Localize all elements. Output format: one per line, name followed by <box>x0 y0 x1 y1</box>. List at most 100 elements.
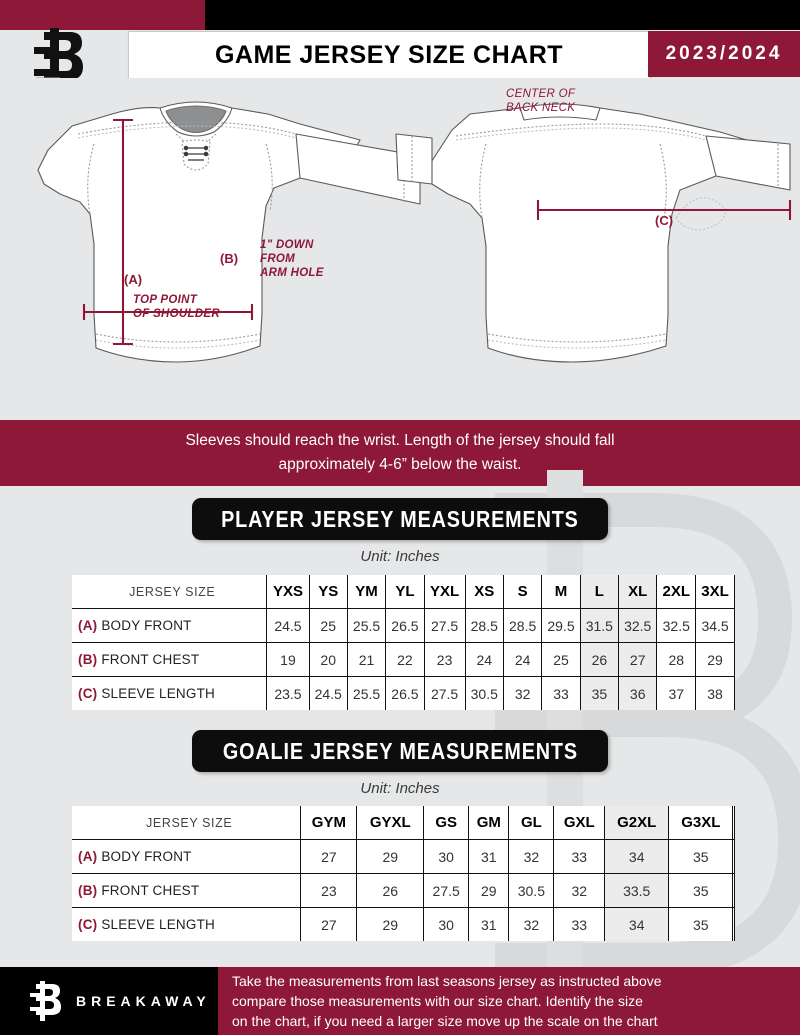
page-title-plate: GAME JERSEY SIZE CHART <box>128 31 650 79</box>
measurement-label-text: FRONT CHEST <box>101 652 200 667</box>
size-column-g2xl: G2XL <box>604 806 670 840</box>
measurement-cell: 35 <box>668 873 734 908</box>
back-neck-note-line1: CENTER OF <box>506 88 576 100</box>
front-tag-a-note-line1: TOP POINT <box>133 294 198 306</box>
size-column-3xl: 3XL <box>695 575 735 609</box>
measurement-cell: 38 <box>695 676 735 710</box>
measurement-cell: 23.5 <box>266 676 310 710</box>
measurement-cell: 27.5 <box>423 608 466 643</box>
size-column-xl: XL <box>618 575 658 609</box>
goalie-measurements-table: JERSEY SIZE GYM GYXL GS GM GL GXL G2XL G3XL (A) BO… <box>72 806 735 941</box>
measurement-marker: (B) <box>78 883 98 898</box>
measurement-cell: 31 <box>468 907 510 941</box>
jersey-back-drawing <box>395 103 791 363</box>
measurement-cell: 25.5 <box>346 676 387 710</box>
measurement-cell: 31 <box>468 839 510 874</box>
measurement-cell: 33 <box>553 907 606 941</box>
size-column-gm: GM <box>468 806 510 840</box>
measurement-cell: 35 <box>668 907 734 941</box>
measurement-cell: 25.5 <box>346 608 387 643</box>
footer-brand-name: BREAKAWAY <box>76 993 211 1009</box>
measurement-cell: 32 <box>508 839 555 874</box>
measurement-cell: 24.5 <box>308 676 348 710</box>
measurement-marker: (C) <box>78 917 98 932</box>
jersey-size-header: JERSEY SIZE <box>72 575 268 609</box>
back-neck-note-line2: BACK NECK <box>506 102 576 114</box>
size-column-2xl: 2XL <box>656 575 697 609</box>
measurement-cell: 29 <box>695 642 735 677</box>
measurement-cell: 26.5 <box>385 676 425 710</box>
table-header-row: JERSEY SIZE GYM GYXL GS GM GL GXL G2XL G3XL <box>72 806 735 840</box>
size-column-s: S <box>502 575 543 609</box>
top-accent-bar <box>0 0 800 30</box>
size-column-gyxl: GYXL <box>356 806 425 840</box>
measurement-label-text: SLEEVE LENGTH <box>101 686 215 701</box>
measurement-marker: (A) <box>78 618 98 633</box>
measurement-cell: 25 <box>308 608 348 643</box>
measurement-cell: 35 <box>668 839 734 874</box>
front-tag-b-note-line3: ARM HOLE <box>260 267 324 279</box>
front-tag-b-note: 1" DOWN FROM ARM HOLE <box>260 238 324 280</box>
player-table-body: JERSEY SIZE YXS YS YM YL YXL XS S M L XL 2XL 3XL (A) B… <box>72 575 735 710</box>
footer-brand: BREAKAWAY <box>0 967 218 1035</box>
goalie-table-unit: Unit: Inches <box>360 780 440 797</box>
size-column-yxl: YXL <box>423 575 466 609</box>
measurement-cell: 19 <box>266 642 310 677</box>
measurement-cell: 23 <box>300 873 358 908</box>
front-tag-b-note-line2: FROM <box>260 253 296 265</box>
goalie-table-heading-label: GOALIE JERSEY MEASUREMENTS <box>222 737 578 764</box>
footer-message-line3: on the chart, if you need a larger size … <box>232 1013 658 1029</box>
measurement-cell: 29.5 <box>541 608 581 643</box>
season-badge: 2023/2024 <box>648 31 800 77</box>
player-table-heading: PLAYER JERSEY MEASUREMENTS <box>192 498 608 540</box>
measurement-cell: 32 <box>508 907 555 941</box>
player-table-heading-label: PLAYER JERSEY MEASUREMENTS <box>221 505 579 532</box>
measurement-cell: 22 <box>385 642 425 677</box>
table-row: (C) SLEEVE LENGTH 23.5 24.5 25.5 26.5 27.5 30.5… <box>72 676 735 710</box>
measurement-cell: 21 <box>346 642 387 677</box>
measurement-lines <box>82 118 792 346</box>
table-row: (A) BODY FRONT 27 29 30 31 32 33 34 35 <box>72 839 735 874</box>
measurement-cell <box>732 839 735 874</box>
fit-note-line2: approximately 4-6” below the waist. <box>278 456 522 473</box>
page-title: GAME JERSEY SIZE CHART <box>214 40 564 69</box>
goalie-table-heading: GOALIE JERSEY MEASUREMENTS <box>192 730 608 772</box>
goalie-table-body: JERSEY SIZE GYM GYXL GS GM GL GXL G2XL G3XL (A) BO… <box>72 806 735 941</box>
measurement-cell: 29 <box>356 839 425 874</box>
fit-note-line1: Sleeves should reach the wrist. Length o… <box>185 432 615 449</box>
measurement-label: (A) BODY FRONT <box>72 839 302 874</box>
measurement-label: (C) SLEEVE LENGTH <box>72 907 302 941</box>
front-tag-a: (A) <box>124 272 143 287</box>
measurement-cell: 31.5 <box>579 608 620 643</box>
season-label: 2023/2024 <box>665 43 783 64</box>
measurement-cell: 33.5 <box>604 873 670 908</box>
measurement-cell: 24.5 <box>266 608 310 643</box>
jersey-technical-drawings <box>37 101 792 363</box>
size-column-ym: YM <box>346 575 387 609</box>
footer-message-line2: compare those measurements with our size… <box>232 993 643 1009</box>
measurement-cell <box>732 873 735 908</box>
front-tag-a-note-line2: OF SHOULDER <box>133 308 220 320</box>
measurement-cell: 26.5 <box>385 608 425 643</box>
jersey-front-drawing <box>37 101 421 363</box>
size-column-ys: YS <box>308 575 348 609</box>
measurement-cell: 30.5 <box>464 676 504 710</box>
measurement-cell: 25 <box>541 642 581 677</box>
measurement-cell: 27 <box>618 642 658 677</box>
measurement-cell: 24 <box>464 642 504 677</box>
measurement-cell: 29 <box>468 873 510 908</box>
measurement-cell: 32.5 <box>618 608 658 643</box>
page-header: GAME JERSEY SIZE CHART 2023/2024 <box>0 28 800 90</box>
measurement-label-text: FRONT CHEST <box>101 883 200 898</box>
jersey-size-header: JERSEY SIZE <box>72 806 302 840</box>
measurement-label: (B) FRONT CHEST <box>72 873 302 908</box>
measurement-cell <box>732 907 735 941</box>
measurement-cell: 27.5 <box>423 676 466 710</box>
measurement-cell: 33 <box>541 676 581 710</box>
measurement-cell: 32 <box>553 873 606 908</box>
jersey-illustration-area: (A) TOP POINT OF SHOULDER (B) 1" DOWN FR… <box>0 78 800 420</box>
page-footer: BREAKAWAY Take the measurements from las… <box>0 967 800 1035</box>
measurement-marker: (B) <box>78 652 98 667</box>
front-tag-b: (B) <box>220 251 239 266</box>
measurement-cell: 28.5 <box>502 608 543 643</box>
